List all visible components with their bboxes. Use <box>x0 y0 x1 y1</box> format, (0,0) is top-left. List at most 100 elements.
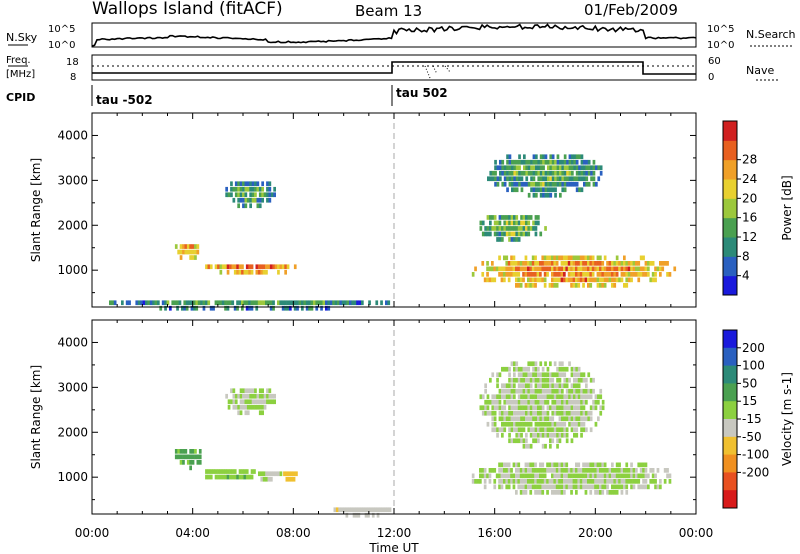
range-gate-cell <box>541 261 545 266</box>
range-gate-cell <box>587 255 590 261</box>
range-gate-cell <box>532 394 535 400</box>
range-gate-cell <box>637 484 641 490</box>
range-gate-cell <box>494 176 497 182</box>
range-gate-cell <box>534 490 537 495</box>
range-gate-cell <box>536 277 540 283</box>
range-gate-cell <box>491 277 494 283</box>
range-gate-cell <box>500 479 504 484</box>
range-gate-cell <box>500 462 504 468</box>
range-gate-cell <box>666 468 669 473</box>
range-gate-cell <box>542 154 545 160</box>
range-gate-cell <box>659 272 662 277</box>
range-gate-cell <box>515 473 518 479</box>
range-gate-cell <box>511 159 514 165</box>
range-gate-cell <box>644 468 648 473</box>
range-gate-cell <box>572 468 576 473</box>
range-gate-cell <box>517 399 521 405</box>
range-gate-cell <box>559 192 562 198</box>
range-gate-cell <box>567 484 571 490</box>
range-gate-cell <box>594 421 598 427</box>
range-gate-cell <box>258 404 262 410</box>
range-gate-cell <box>496 405 499 411</box>
range-gate-cell <box>575 479 578 484</box>
range-gate-cell <box>539 479 542 484</box>
range-gate-cell <box>553 432 557 438</box>
range-gate-cell <box>563 154 567 160</box>
range-gate-cell <box>644 473 648 479</box>
range-gate-cell <box>546 410 550 416</box>
range-gate-cell <box>575 410 579 416</box>
range-gate-cell <box>510 272 513 277</box>
range-gate-cell <box>630 479 633 484</box>
range-gate-cell <box>503 165 507 171</box>
range-gate-cell <box>563 261 566 266</box>
range-gate-cell <box>486 410 490 416</box>
range-gate-cell <box>615 473 619 479</box>
range-gate-cell <box>498 473 501 479</box>
range-gate-cell <box>563 479 566 484</box>
range-gate-cell <box>556 405 559 411</box>
range-gate-cell <box>553 462 557 468</box>
range-gate-cell <box>249 192 252 198</box>
range-gate-cell <box>244 388 248 394</box>
range-gate-cell <box>558 432 562 438</box>
range-gate-cell <box>561 165 565 171</box>
y-tick-label: 1000 <box>57 470 88 484</box>
range-gate-cell <box>555 266 559 272</box>
range-gate-cell <box>551 462 554 468</box>
range-gate-cell <box>255 305 259 311</box>
range-gate-cell <box>205 474 208 480</box>
range-gate-cell <box>587 181 591 187</box>
range-gate-cell <box>556 443 559 449</box>
range-gate-cell <box>226 305 230 311</box>
range-gate-cell <box>501 405 504 411</box>
range-gate-cell <box>556 176 560 182</box>
range-gate-cell <box>536 484 540 490</box>
range-gate-cell <box>560 266 564 272</box>
range-gate-cell <box>379 507 382 513</box>
range-gate-cell <box>544 388 547 394</box>
range-gate-cell <box>539 187 543 193</box>
range-gate-cell <box>639 484 643 490</box>
range-gate-cell <box>572 473 576 479</box>
range-gate-cell <box>575 159 579 165</box>
range-gate-cell <box>352 512 356 518</box>
range-gate-cell <box>184 244 188 249</box>
range-gate-cell <box>565 462 569 468</box>
range-gate-cell <box>595 181 598 187</box>
range-gate-cell <box>517 416 521 422</box>
range-gate-cell <box>551 261 554 266</box>
range-gate-cell <box>542 187 545 193</box>
range-gate-cell <box>615 266 619 272</box>
range-gate-cell <box>503 170 507 176</box>
range-gate-cell <box>239 404 243 410</box>
range-gate-cell <box>510 377 514 383</box>
colorbar-segment <box>723 237 737 257</box>
range-gate-cell <box>193 300 196 306</box>
colorbar-tick-label: 24 <box>742 172 757 186</box>
range-gate-cell <box>517 479 521 484</box>
range-gate-cell <box>546 416 550 422</box>
range-gate-cell <box>296 300 299 306</box>
range-gate-cell <box>517 261 521 266</box>
range-gate-cell <box>512 261 516 266</box>
range-gate-cell <box>558 361 562 367</box>
x-tick-label: 00:00 <box>75 526 110 540</box>
range-gate-cell <box>505 220 509 226</box>
range-gate-cell <box>500 484 504 490</box>
range-gate-cell <box>556 154 560 160</box>
range-gate-cell <box>534 432 538 438</box>
range-gate-cell <box>601 399 605 405</box>
range-gate-cell <box>503 266 506 272</box>
range-gate-cell <box>169 305 172 311</box>
range-gate-cell <box>532 181 536 187</box>
range-gate-cell <box>530 159 533 165</box>
range-gate-cell <box>217 474 220 480</box>
range-gate-cell <box>177 449 180 454</box>
range-gate-cell <box>496 372 499 378</box>
range-gate-cell <box>534 231 538 237</box>
range-gate-cell <box>532 372 535 378</box>
range-gate-cell <box>539 416 543 422</box>
range-gate-cell <box>266 388 269 394</box>
range-gate-cell <box>568 388 571 394</box>
